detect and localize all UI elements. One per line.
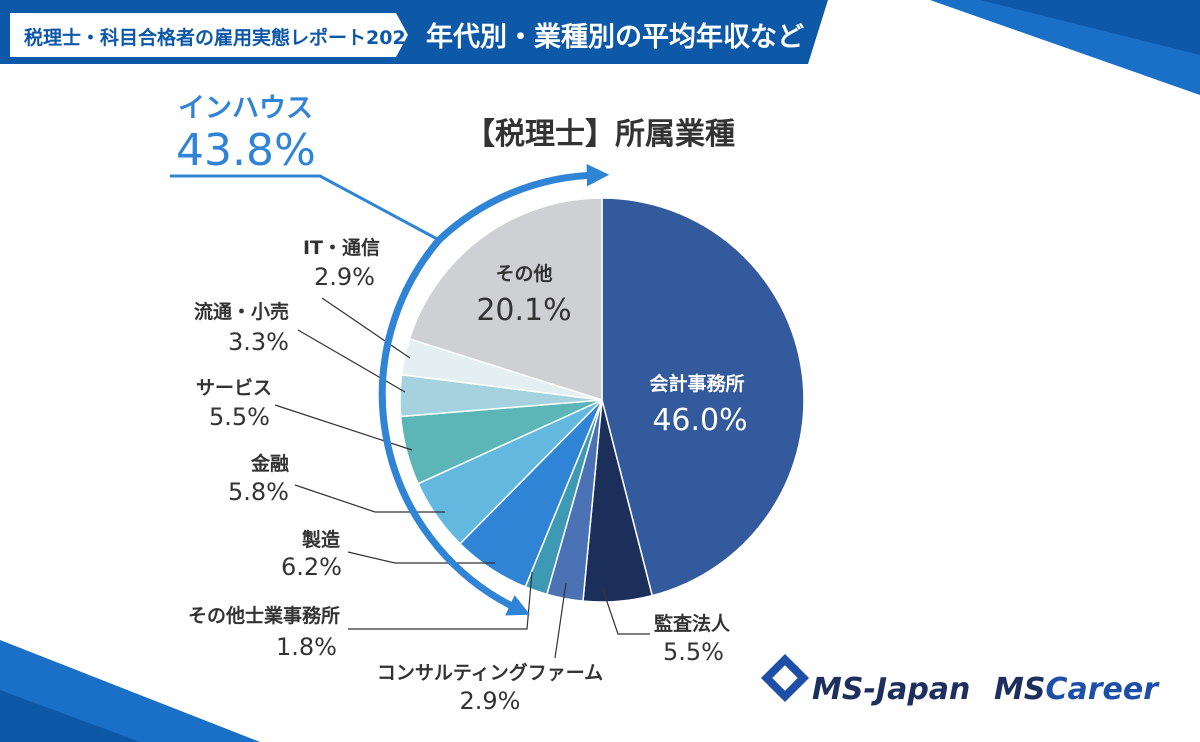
- inhouse-arc-arrow-top: [435, 164, 610, 244]
- label-value-finance: 5.8%: [228, 478, 289, 506]
- header-subtitle: 年代別・業種別の平均年収など: [426, 21, 804, 53]
- leader-line-manufacturing: [347, 551, 495, 564]
- inhouse-arc-arrow-bottom: [378, 236, 531, 616]
- header-report-tag: [10, 13, 408, 57]
- label-value-manufacturing: 6.2%: [281, 553, 342, 581]
- ms-career-logo: MSCareer: [994, 672, 1160, 707]
- ms-japan-logo: MS-Japan: [760, 653, 970, 707]
- leader-line-retail: [297, 329, 406, 393]
- label-name-accounting: 会計事務所: [649, 372, 744, 395]
- ms-japan-logo-inner: [772, 665, 798, 691]
- inhouse-value: 43.8%: [176, 125, 316, 176]
- inhouse-leader-line: [170, 174, 440, 242]
- label-value-service: 5.5%: [209, 403, 270, 431]
- leader-line-service: [274, 404, 413, 451]
- label-name-consulting: コンサルティングファーム: [377, 661, 603, 684]
- pie-slice-accounting: [601, 197, 805, 597]
- label-value-consulting: 2.9%: [460, 687, 521, 715]
- label-name-manufacturing: 製造: [301, 528, 341, 551]
- ms-japan-logo-text: MS-Japan: [812, 672, 970, 707]
- label-value-retail: 3.3%: [228, 328, 289, 356]
- label-value-it: 2.9%: [314, 263, 375, 291]
- label-name-service: サービス: [196, 377, 272, 399]
- label-value-other-firms: 1.8%: [276, 633, 337, 661]
- label-name-retail: 流通・小売: [194, 300, 289, 323]
- leader-line-other-firms: [348, 571, 533, 630]
- top-right-stripe-dark: [980, 0, 1200, 55]
- chart-title: 【税理士】所属業種: [465, 117, 735, 152]
- label-name-it: IT・通信: [303, 236, 380, 259]
- bottom-left-stripe-dark: [0, 690, 140, 742]
- label-name-other-firms: その他士業事務所: [188, 604, 340, 627]
- leader-line-it: [321, 297, 411, 359]
- leader-lines: [274, 297, 650, 659]
- label-name-other: その他: [495, 262, 552, 285]
- header-report-title: 税理士・科目合格者の雇用実態レポート2024: [24, 26, 419, 49]
- ms-career-logo-text: MSCareer: [994, 672, 1160, 707]
- pie-slices: [399, 197, 805, 603]
- leader-line-finance: [294, 484, 445, 513]
- inhouse-label: インハウス: [178, 93, 313, 124]
- label-name-audit: 監査法人: [654, 612, 731, 635]
- leader-line-consulting: [554, 582, 567, 659]
- label-value-other: 20.1%: [476, 293, 571, 328]
- pie-slice-other: [408, 197, 603, 402]
- leader-line-audit: [601, 586, 650, 635]
- label-name-finance: 金融: [250, 452, 289, 475]
- label-value-accounting: 46.0%: [652, 403, 747, 438]
- label-value-audit: 5.5%: [663, 638, 724, 666]
